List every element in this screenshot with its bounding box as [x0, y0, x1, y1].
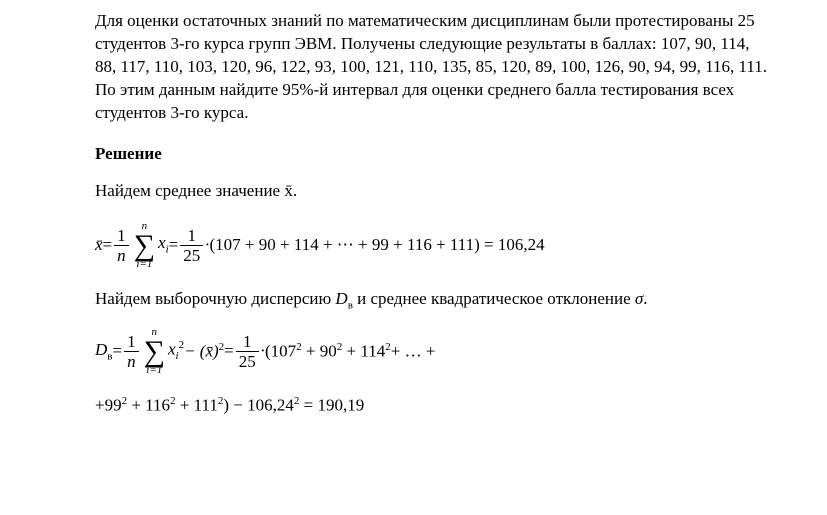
l2d: ) − 106,24	[223, 395, 294, 414]
l2a: +99	[95, 395, 122, 414]
sum-lower: i=1	[146, 365, 162, 376]
variance-formula-line1: Dв = 1 n n ∑ i=1 xi2 − (x̄)2 = 1 25 ∙ (1…	[95, 327, 767, 376]
var-lhs: Dв	[95, 339, 112, 364]
variance-intro: Найдем выборочную дисперсию Dв и среднее…	[95, 288, 767, 313]
sigma-symbol: ∑	[144, 338, 165, 365]
fraction: 1 n	[114, 227, 129, 264]
denominator: 25	[180, 245, 203, 264]
denominator: n	[124, 351, 139, 370]
sum-term: xi	[158, 232, 169, 257]
sum-lower: i=1	[136, 259, 152, 270]
p4: + … +	[391, 341, 436, 360]
var-intro-a: Найдем выборочную дисперсию	[95, 289, 335, 308]
term-sub-i: i	[176, 350, 179, 362]
sigma-symbol: ∑	[134, 232, 155, 259]
eq-sign: =	[103, 234, 113, 257]
var-dv: D	[335, 289, 347, 308]
mean-paren: (107 + 90 + 114 + ⋯ + 99 + 116 + 111) = …	[209, 234, 544, 257]
summation: n ∑ i=1	[134, 221, 155, 270]
l2b: + 116	[127, 395, 170, 414]
problem-statement: Для оценки остаточных знаний по математи…	[95, 10, 767, 125]
variance-formula-line2: +992 + 1162 + 1112) − 106,242 = 190,19	[95, 394, 767, 418]
paren-open: (1072 + 902 + 1142+ … +	[265, 340, 435, 364]
solution-heading: Решение	[95, 143, 767, 166]
term-x: x	[168, 340, 176, 359]
problem-text: Для оценки остаточных знаний по математи…	[95, 11, 767, 122]
term-x: x	[158, 233, 166, 252]
numerator: 1	[240, 333, 255, 351]
numerator: 1	[184, 227, 199, 245]
mean-intro: Найдем среднее значение x̄.	[95, 180, 767, 203]
fraction: 1 25	[180, 227, 203, 264]
fraction: 1 n	[124, 333, 139, 370]
eq-sign: =	[224, 340, 234, 363]
p2: + 90	[302, 341, 337, 360]
var-d: D	[95, 340, 107, 359]
eq-sign: =	[112, 340, 122, 363]
minus-xbar: − (x̄)2	[184, 340, 224, 364]
numerator: 1	[114, 227, 129, 245]
p1: (107	[265, 341, 296, 360]
numerator: 1	[124, 333, 139, 351]
minus-xbar-text: − (x̄)	[184, 341, 219, 360]
summation: n ∑ i=1	[144, 327, 165, 376]
l2c: + 111	[176, 395, 218, 414]
eq-sign: =	[169, 234, 179, 257]
mean-formula: x̄ = 1 n n ∑ i=1 xi = 1 25 ∙ (107 + 90 +…	[95, 221, 767, 270]
denominator: 25	[236, 351, 259, 370]
line2: +992 + 1162 + 1112) − 106,242 = 190,19	[95, 394, 364, 418]
p3: + 114	[342, 341, 385, 360]
sum-term: xi2	[168, 338, 184, 364]
mean-lhs: x̄	[95, 234, 103, 257]
var-intro-b: и среднее квадратическое отклонение	[353, 289, 635, 308]
denominator: n	[114, 245, 129, 264]
fraction: 1 25	[236, 333, 259, 370]
l2e: = 190,19	[299, 395, 364, 414]
var-intro-c: .	[643, 289, 647, 308]
